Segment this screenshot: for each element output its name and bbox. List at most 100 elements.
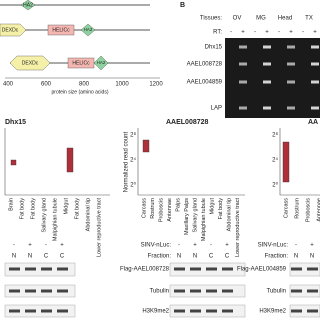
gene-label: AAEL004859 [187, 80, 223, 86]
band [287, 45, 295, 49]
domain-label: HA2 [84, 27, 93, 32]
category-label: Fat body [218, 198, 224, 220]
rt-sign: - [278, 30, 280, 36]
blot-band [222, 289, 233, 293]
tissues-label: Tissues: [200, 16, 222, 22]
axis-label: protein size (amino acids) [52, 89, 109, 95]
fraction: N [294, 254, 298, 260]
band [287, 62, 295, 66]
domain-label: HELICc [52, 27, 70, 33]
category-label: Carcass [141, 198, 147, 218]
sinv-sign: + [193, 243, 197, 249]
category-label: Midgut [209, 198, 215, 215]
blot-band [206, 309, 217, 313]
category-label: Malpighian tubule [201, 198, 207, 241]
category-label: Rostrum [150, 198, 156, 219]
sinv-sign: - [45, 243, 47, 249]
rt-sign: - [230, 30, 232, 36]
domain-label: DEXDc [22, 60, 39, 66]
panel-label: B [180, 2, 185, 9]
sinv-sign: - [295, 243, 297, 249]
category-label: Antennae [316, 198, 320, 222]
band [239, 106, 247, 110]
sinv-sign: - [13, 243, 15, 249]
sinv-sign: - [178, 243, 180, 249]
rt-sign: + [289, 30, 293, 36]
rt-sign: + [241, 30, 245, 36]
band [263, 80, 271, 84]
blot-band [206, 267, 217, 271]
sinv-sign: + [60, 243, 64, 249]
band [239, 45, 247, 49]
blot-band [57, 309, 68, 313]
band [263, 45, 271, 49]
sinv-sign: + [310, 243, 314, 249]
category-label: Carcass [283, 198, 289, 218]
category-label: Fat body [30, 198, 36, 220]
category-label: Proboscis [158, 198, 164, 222]
domain-label: HELICc [72, 60, 90, 66]
category-label: Maxillary Palps [184, 198, 190, 235]
band [311, 106, 319, 110]
blot-band [307, 267, 318, 271]
blot-band [25, 289, 36, 293]
blot-band [206, 289, 217, 293]
fraction: N [193, 254, 197, 260]
domain-diagram: HA2 DEXDc HELICc HA2 DEXDc HELICc HA2 40… [0, 0, 163, 95]
category-label: Lower reproductive tract [96, 198, 102, 257]
plot-title: AAEL008728 [166, 119, 209, 126]
y-tick: 2⁸ [130, 132, 136, 139]
plot-title: Dhx15 [5, 119, 26, 126]
rt-label: RT: [213, 30, 222, 36]
y-tick: 2⁰ [130, 182, 136, 189]
blot-band [291, 267, 302, 271]
category-label: Fat body [74, 198, 80, 220]
domain-label: HA2 [97, 60, 106, 65]
sinv-label: SINV-nLuc: [258, 243, 289, 249]
fraction: C [60, 254, 65, 260]
band [263, 106, 271, 110]
gene-label: AAEL008728 [187, 62, 223, 68]
rt-sign: - [302, 30, 304, 36]
fraction: N [310, 254, 314, 260]
blot-row-label: Flag-AAEL004859 [237, 267, 287, 273]
band [311, 45, 319, 49]
blot-band [307, 309, 318, 313]
blot-band [41, 289, 52, 293]
blot-band [190, 309, 201, 313]
blot-row-label: H3K9me2 [142, 309, 169, 315]
fraction: N [28, 254, 32, 260]
category-label: Lower reproductive tract [235, 198, 241, 257]
axis-tick: 600 [41, 82, 52, 88]
blot-band [25, 309, 36, 313]
blot-band [222, 309, 233, 313]
blot-band [190, 289, 201, 293]
blot-row-label: Tubulin [150, 289, 169, 295]
fraction: C [225, 254, 230, 260]
sinv-sign: - [210, 243, 212, 249]
y-tick: 2⁴ [272, 157, 278, 164]
tissue: MG [256, 16, 266, 22]
blot-row-label: Tubulin [267, 289, 286, 295]
blot-band [174, 267, 185, 271]
category-label: Palps [175, 198, 181, 212]
category-label: Rostrum [294, 198, 300, 219]
band [239, 80, 247, 84]
sinv-label: SINV-nLuc: [141, 243, 172, 249]
blot-band [190, 267, 201, 271]
category-label: Salivary gland [41, 198, 47, 233]
category-label: Midgut [63, 198, 69, 215]
blot-band [9, 267, 20, 271]
fraction: N [12, 254, 16, 260]
category-label: Antennae [167, 198, 173, 222]
category-label: Abdominal tip [85, 198, 91, 231]
band [287, 106, 295, 110]
tissue: OV [233, 16, 242, 22]
blot-band [9, 309, 20, 313]
tissue-headers: OV MG Head TX - + - + - + - + Dhx15 AAEL008728 AAEL004… [187, 16, 319, 112]
domain-label: HA2 [23, 2, 33, 8]
category-label: Malpighian tubule [52, 198, 58, 241]
category-label: Brain [8, 198, 14, 211]
